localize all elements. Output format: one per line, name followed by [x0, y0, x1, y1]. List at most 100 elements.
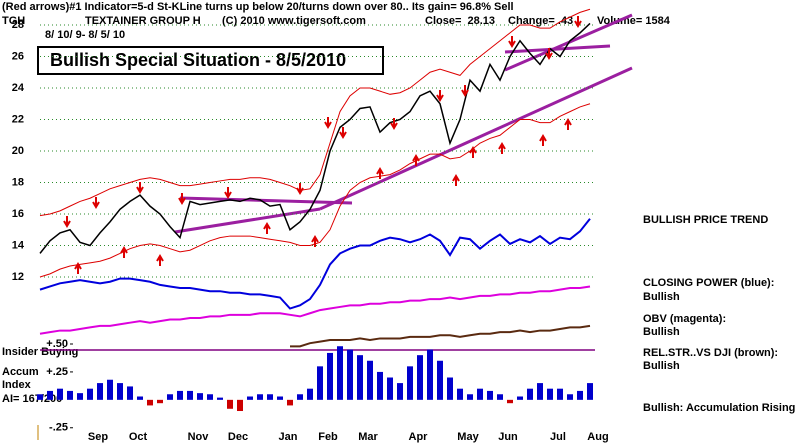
- accum-bar: [207, 394, 213, 400]
- company: TEXTAINER GROUP H: [85, 15, 201, 27]
- x-tick-label: Jun: [498, 431, 518, 443]
- signal-arrow: [120, 246, 128, 258]
- y-tick-label: 12: [12, 271, 24, 283]
- accum-bar: [427, 349, 433, 400]
- signal-arrow: [224, 187, 232, 199]
- price-trend: BULLISH PRICE TREND: [643, 214, 768, 226]
- signal-arrow: [452, 174, 460, 186]
- volume: Volume= 1584: [597, 15, 671, 27]
- signal-arrow: [508, 36, 516, 48]
- accum-bar: [557, 388, 563, 400]
- accum-bar: [387, 377, 393, 400]
- signal-arrow: [263, 222, 271, 234]
- y-tick-label: 28: [12, 19, 24, 31]
- accum-bar: [507, 399, 513, 404]
- series-line: [39, 8, 591, 217]
- accum-bar: [57, 388, 63, 400]
- signal-arrow: [564, 118, 572, 130]
- accum-bar: [117, 383, 123, 400]
- accum-bar: [407, 366, 413, 400]
- accum-bar: [287, 399, 293, 406]
- signal-arrow: [178, 193, 186, 205]
- accum-bar: [267, 394, 273, 400]
- accum-bar: [367, 360, 373, 400]
- accum-bar: [227, 399, 233, 409]
- signal-arrow: [324, 117, 332, 129]
- close: Close= 28.13: [425, 15, 495, 27]
- y-tick-label: 24: [12, 82, 25, 94]
- indicator-line: (Red arrows)#1 Indicator=5-d St-KLine tu…: [2, 1, 514, 13]
- accum-bar: [37, 394, 43, 400]
- accum-bar: [527, 388, 533, 400]
- signal-arrow: [461, 85, 469, 97]
- accum-bar: [487, 390, 493, 400]
- x-tick-label: Aug: [587, 431, 608, 443]
- accum-bar: [197, 393, 203, 400]
- rel-str-status: Bullish: [643, 360, 680, 372]
- series-line: [290, 324, 591, 348]
- accum-bar: [277, 396, 283, 400]
- x-tick-label: Jan: [279, 431, 298, 443]
- y-tick-label: -.25: [49, 422, 68, 434]
- x-tick-label: Apr: [409, 431, 429, 443]
- accum-bar: [347, 349, 353, 400]
- x-tick-label: Dec: [228, 431, 248, 443]
- x-tick-label: Nov: [188, 431, 210, 443]
- insider: Insider Buying: [2, 346, 78, 358]
- accum-bar: [547, 388, 553, 400]
- obv-status: Bullish: [643, 326, 680, 338]
- accum-bar: [447, 377, 453, 400]
- accum-bar: [87, 388, 93, 400]
- series-line: [39, 218, 591, 310]
- accum-bar: [157, 399, 163, 404]
- y-tick-label: 26: [12, 50, 24, 62]
- signal-arrow: [136, 182, 144, 194]
- accum-bar: [47, 390, 53, 400]
- y-tick-label: +.50: [46, 338, 68, 350]
- accum-bar: [377, 371, 383, 400]
- signal-arrow: [412, 154, 420, 166]
- rel-str: REL.STR..VS DJI (brown):: [643, 347, 778, 359]
- x-tick-label: Mar: [358, 431, 378, 443]
- signal-arrow: [63, 216, 71, 228]
- x-tick-label: Sep: [88, 431, 108, 443]
- signal-arrow: [74, 262, 82, 274]
- accum-bar: [137, 396, 143, 400]
- accum-bar: [457, 388, 463, 400]
- closing-power: CLOSING POWER (blue):: [643, 277, 774, 289]
- accum-bar: [147, 399, 153, 406]
- accum-bar: [587, 383, 593, 400]
- obv: OBV (magenta):: [643, 313, 726, 325]
- accum-bar: [217, 397, 223, 400]
- accum-bar: [357, 355, 363, 400]
- accum-bar: [297, 394, 303, 400]
- signal-arrow: [296, 183, 304, 195]
- accum-bar: [437, 360, 443, 400]
- accum-bar: [187, 390, 193, 400]
- signal-arrow: [376, 167, 384, 179]
- y-tick-label: 20: [12, 145, 24, 157]
- signal-arrow: [498, 142, 506, 154]
- signal-arrow: [436, 90, 444, 102]
- accum-bar: [177, 390, 183, 400]
- accum-bar: [577, 390, 583, 400]
- accum: Accum: [2, 366, 39, 378]
- y-tick-label: 22: [12, 113, 24, 125]
- signal-arrow: [156, 254, 164, 266]
- signal-arrow: [92, 197, 100, 209]
- accum-bar: [77, 393, 83, 400]
- signal-arrow: [574, 16, 582, 28]
- x-tick-label: Oct: [129, 431, 148, 443]
- accum-bar: [417, 355, 423, 400]
- accum-bar: [237, 399, 243, 412]
- index: Index: [2, 379, 32, 391]
- accum-bar: [477, 388, 483, 400]
- accum-bar: [307, 388, 313, 400]
- series-line: [39, 285, 591, 335]
- accum-bar: [107, 379, 113, 400]
- accum-bar: [257, 394, 263, 400]
- accum-bar: [247, 396, 253, 400]
- signal-arrow: [311, 235, 319, 247]
- date-range: 8/ 10/ 9- 8/ 5/ 10: [45, 29, 125, 41]
